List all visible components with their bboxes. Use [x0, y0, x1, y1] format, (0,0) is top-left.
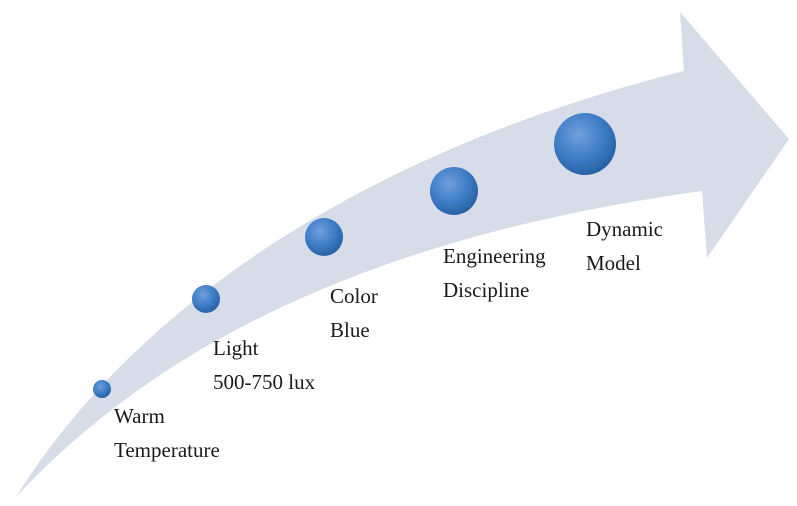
step-label-line: Model [586, 251, 641, 275]
step-label-line: Dynamic [586, 217, 663, 241]
step-dot-engineering [430, 167, 478, 215]
step-dot-color [305, 218, 343, 256]
step-label-dynamic: Dynamic Model [586, 212, 663, 280]
step-dot-dynamic [554, 113, 616, 175]
step-label-line: Light [213, 336, 259, 360]
step-label-line: Engineering [443, 244, 546, 268]
step-label-engineering: Engineering Discipline [443, 239, 546, 307]
step-label-line: 500-750 lux [213, 370, 316, 394]
step-label-line: Temperature [114, 438, 220, 462]
step-label-line: Discipline [443, 278, 530, 302]
step-dot-light [192, 285, 220, 313]
step-dot-warm-temperature [93, 380, 111, 398]
step-label-light: Light 500-750 lux [213, 331, 315, 399]
step-label-line: Warm [114, 404, 165, 428]
step-label-warm-temperature: Warm Temperature [114, 399, 220, 467]
step-label-color: Color Blue [330, 279, 378, 347]
step-label-line: Blue [330, 318, 370, 342]
step-label-line: Color [330, 284, 378, 308]
